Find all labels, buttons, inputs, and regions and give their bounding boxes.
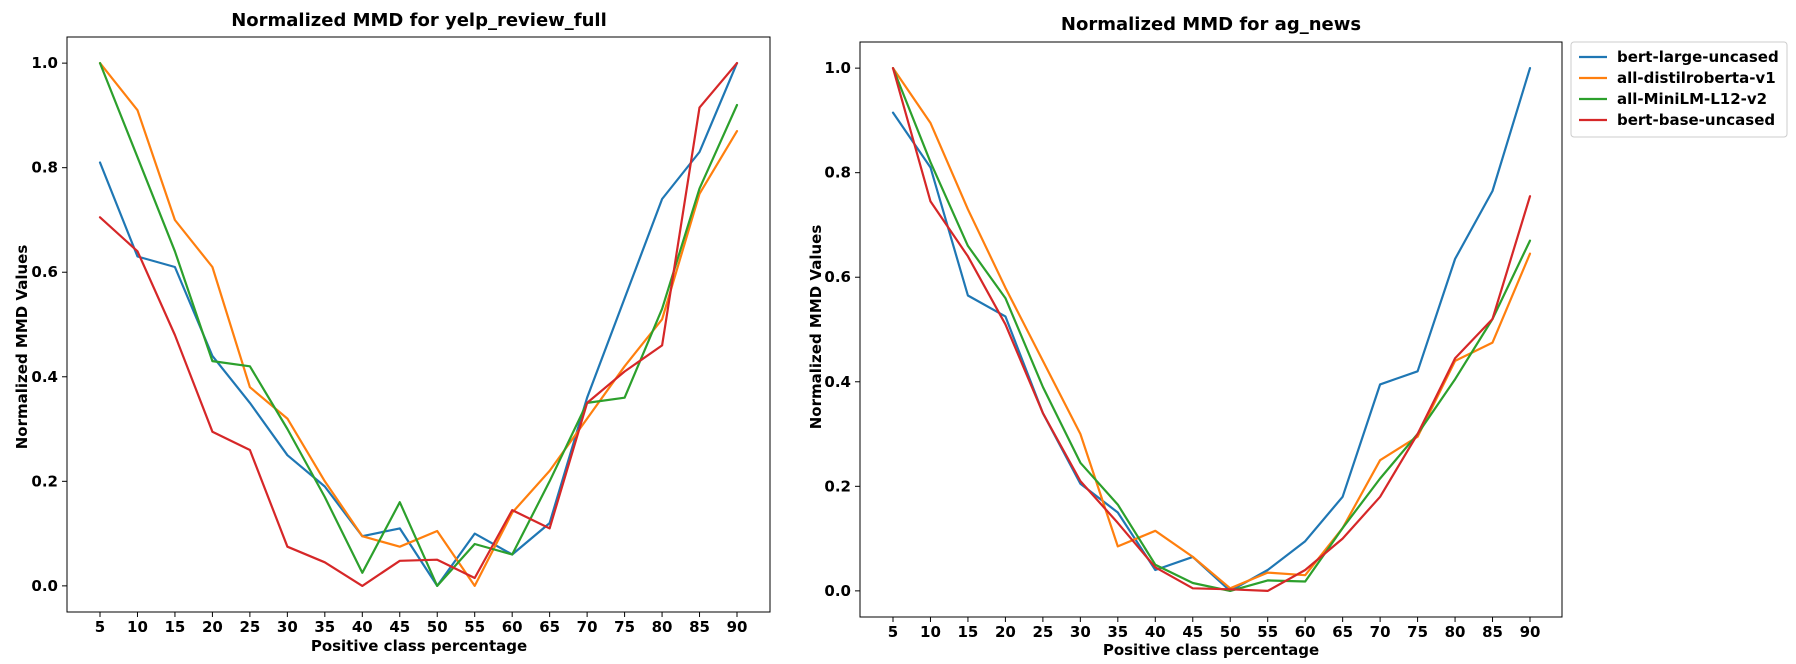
y-tick-label: 0.4	[824, 373, 851, 391]
x-tick-label: 20	[202, 618, 223, 636]
legend-frame	[1570, 41, 1788, 138]
x-tick-label: 85	[1482, 623, 1503, 641]
x-tick-label: 25	[1032, 623, 1053, 641]
series-line-all-MiniLM-L12-v2	[98, 61, 739, 588]
x-tick-label: 30	[1070, 623, 1091, 641]
x-tick-label: 50	[427, 618, 448, 636]
x-tick-label: 35	[314, 618, 335, 636]
x-tick-label: 30	[277, 618, 298, 636]
y-tick-label: 0.0	[31, 577, 58, 595]
y-tick-label: 1.0	[824, 59, 851, 77]
x-tick-label: 55	[1257, 623, 1278, 641]
x-tick-label: 75	[614, 618, 635, 636]
series-line-bert-base-uncased	[891, 66, 1532, 593]
x-tick-label: 80	[1445, 623, 1466, 641]
x-tick-label: 15	[165, 618, 186, 636]
y-tick-label: 0.6	[824, 268, 851, 286]
x-axis-label: Positive class percentage	[1103, 641, 1319, 659]
y-tick-label: 0.4	[31, 368, 58, 386]
series-line-bert-large-uncased	[891, 66, 1532, 593]
y-axis-label: Normalized MMD Values	[13, 245, 31, 450]
series-line-all-distilroberta-v1	[891, 66, 1532, 590]
x-axis-label: Positive class percentage	[311, 637, 527, 655]
plot-area-frame	[859, 41, 1563, 618]
chart-title: Normalized MMD for ag_news	[1061, 14, 1361, 35]
plot-area-frame	[66, 36, 771, 613]
x-tick-label: 70	[1370, 623, 1391, 641]
legend-label: all-MiniLM-L12-v2	[1617, 90, 1767, 108]
x-tick-label: 80	[652, 618, 673, 636]
legend-label: bert-large-uncased	[1617, 48, 1779, 66]
x-tick-label: 65	[539, 618, 560, 636]
y-tick-label: 0.8	[824, 164, 851, 182]
y-axis-label: Normalized MMD Values	[807, 225, 825, 430]
y-tick-label: 0.2	[824, 477, 851, 495]
y-tick-label: 0.0	[824, 582, 851, 600]
x-tick-label: 75	[1407, 623, 1428, 641]
series-line-bert-base-uncased	[98, 61, 739, 588]
x-tick-label: 45	[389, 618, 410, 636]
series-line-bert-large-uncased	[98, 61, 739, 588]
x-tick-label: 85	[689, 618, 710, 636]
y-tick-label: 1.0	[31, 54, 58, 72]
x-tick-label: 20	[995, 623, 1016, 641]
x-tick-label: 10	[920, 623, 941, 641]
x-tick-label: 60	[1295, 623, 1316, 641]
x-tick-label: 25	[239, 618, 260, 636]
legend: bert-large-uncased all-distilroberta-v1 al…	[1570, 41, 1788, 138]
x-tick-label: 90	[727, 618, 748, 636]
x-tick-label: 55	[464, 618, 485, 636]
x-tick-label: 65	[1332, 623, 1353, 641]
legend-label: all-distilroberta-v1	[1617, 69, 1776, 87]
x-tick-label: 40	[352, 618, 373, 636]
y-tick-label: 0.8	[31, 159, 58, 177]
x-tick-label: 50	[1220, 623, 1241, 641]
y-tick-label: 0.6	[31, 263, 58, 281]
x-tick-label: 35	[1107, 623, 1128, 641]
x-tick-label: 40	[1145, 623, 1166, 641]
x-tick-label: 5	[95, 618, 105, 636]
y-tick-label: 0.2	[31, 472, 58, 490]
chart-title: Normalized MMD for yelp_review_full	[231, 10, 607, 31]
x-tick-label: 70	[577, 618, 598, 636]
chart-ag-news: Normalized MMD for ag_news Positive clas…	[807, 14, 1788, 659]
x-tick-label: 60	[502, 618, 523, 636]
x-tick-label: 10	[127, 618, 148, 636]
x-tick-label: 45	[1182, 623, 1203, 641]
series-line-all-MiniLM-L12-v2	[891, 66, 1532, 593]
x-tick-label: 5	[888, 623, 898, 641]
legend-label: bert-base-uncased	[1617, 111, 1775, 129]
x-tick-label: 15	[958, 623, 979, 641]
chart-yelp-review-full: Normalized MMD for yelp_review_full Posi…	[13, 10, 771, 655]
x-tick-label: 90	[1520, 623, 1541, 641]
series-line-all-distilroberta-v1	[98, 61, 739, 588]
